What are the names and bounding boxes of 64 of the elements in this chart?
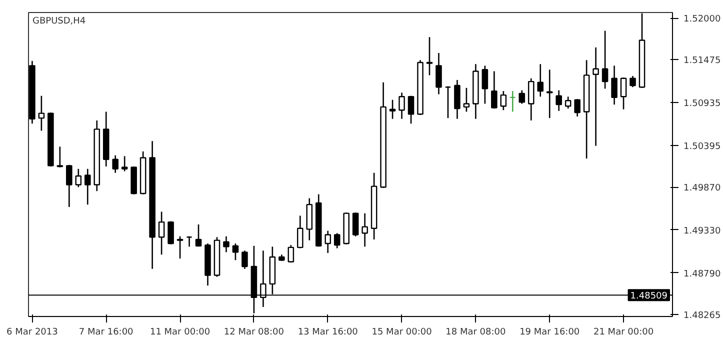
chart-title: GBPUSD,H4 <box>32 16 86 26</box>
x-tick-label: 12 Mar 08:00 <box>224 328 284 338</box>
candlestick <box>426 36 433 76</box>
candlestick <box>242 250 248 270</box>
candlestick <box>112 154 118 174</box>
candlestick <box>556 90 562 112</box>
candlestick <box>176 236 184 260</box>
candlestick <box>288 244 294 264</box>
candlestick <box>232 242 239 261</box>
candlestick <box>56 146 64 168</box>
candlestick <box>602 30 608 90</box>
candlestick <box>168 220 174 245</box>
x-tick-label: 6 Mar 2013 <box>6 328 58 338</box>
candlestick <box>121 156 128 172</box>
candlestick <box>463 87 470 112</box>
y-tick-label: 1.49330 <box>684 226 721 236</box>
candlestick <box>324 230 332 254</box>
candlestick <box>620 76 627 110</box>
candlestick <box>158 211 165 256</box>
candlestick <box>75 168 82 188</box>
candlestick <box>611 65 618 106</box>
candlestick <box>500 90 507 111</box>
candlestick <box>482 65 488 104</box>
y-tick-label: 1.50935 <box>684 99 721 110</box>
y-tick-label: 1.51475 <box>684 56 721 66</box>
candlestick <box>66 164 72 208</box>
candlestick <box>297 215 304 249</box>
y-tick-label: 1.49870 <box>684 184 721 194</box>
candlestick <box>195 224 202 248</box>
candlestick <box>436 52 442 95</box>
x-tick-label: 21 Mar 00:00 <box>593 328 654 338</box>
candlestick <box>444 86 452 119</box>
candlestick <box>546 69 553 119</box>
candlestick <box>574 98 580 118</box>
y-tick-label: 1.50395 <box>684 142 721 152</box>
x-tick-label: 18 Mar 08:00 <box>446 328 506 338</box>
candlestick <box>454 79 460 120</box>
x-tick-label: 11 Mar 00:00 <box>150 328 210 338</box>
candlestick <box>491 70 498 110</box>
candlestick <box>352 212 359 237</box>
candlestick <box>389 99 396 120</box>
x-tick-label: 13 Mar 16:00 <box>298 328 358 338</box>
candlestick <box>223 236 230 253</box>
candlestick <box>408 95 414 124</box>
candlestick <box>84 168 91 206</box>
candlestick <box>334 232 340 249</box>
y-tick-label: 1.48265 <box>684 311 721 322</box>
candlestick <box>362 212 368 248</box>
candlestick <box>564 96 572 110</box>
candlestick <box>510 90 516 112</box>
candlestick <box>630 75 636 88</box>
candlestick <box>38 95 45 132</box>
candlestick <box>518 90 526 104</box>
candlestick <box>592 46 599 146</box>
y-tick-label: 1.52000 <box>684 14 721 25</box>
candlestick <box>398 92 405 120</box>
x-tick-label: 7 Mar 16:00 <box>78 328 134 338</box>
candlestick <box>528 78 534 122</box>
ref-line-label: 1.48509 <box>630 292 668 302</box>
x-tick-label: 19 Mar 16:00 <box>520 328 580 338</box>
x-tick-label: 15 Mar 00:00 <box>372 328 432 338</box>
candlestick <box>186 236 192 248</box>
candlestick <box>537 63 544 98</box>
y-tick-label: 1.48790 <box>684 269 721 280</box>
